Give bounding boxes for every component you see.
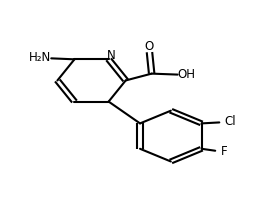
Text: Cl: Cl (224, 115, 235, 128)
Text: N: N (107, 49, 115, 62)
Text: H₂N: H₂N (29, 51, 51, 64)
Text: OH: OH (178, 68, 196, 81)
Text: F: F (221, 145, 227, 158)
Text: O: O (145, 40, 154, 53)
